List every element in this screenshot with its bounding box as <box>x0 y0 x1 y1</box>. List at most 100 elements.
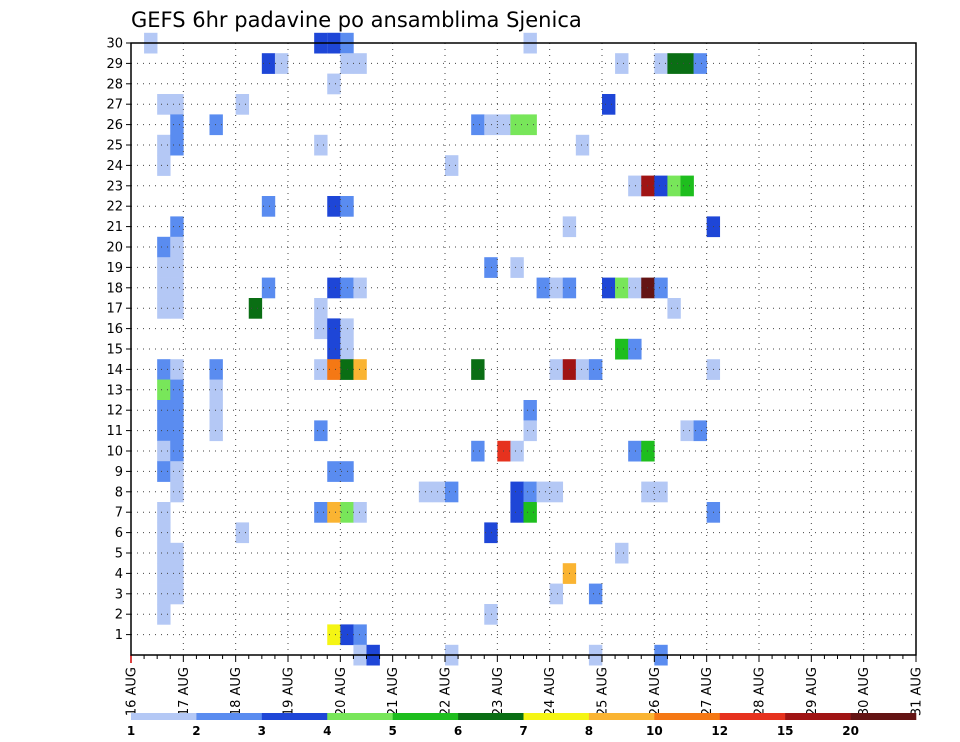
y-tick-label: 28 <box>106 77 123 92</box>
heatmap-cell <box>628 338 642 360</box>
heatmap-cell <box>157 257 171 278</box>
heatmap-cell <box>484 257 498 278</box>
heatmap-cell <box>157 379 171 401</box>
heatmap-cell <box>209 379 223 401</box>
heatmap-cell <box>588 359 603 380</box>
heatmap-cell <box>261 277 276 299</box>
colorbar-segment <box>850 713 917 720</box>
heatmap-cell <box>170 257 184 278</box>
heatmap-cell <box>353 277 367 299</box>
y-tick-label: 16 <box>106 322 123 337</box>
heatmap-cell <box>431 481 446 503</box>
heatmap-cell <box>327 338 341 360</box>
heatmap-cell <box>575 359 590 380</box>
heatmap-cell <box>209 420 223 442</box>
colorbar-tick-label: 10 <box>646 724 663 738</box>
x-tick-label: 22 AUG <box>439 667 454 716</box>
x-tick-label: 19 AUG <box>282 667 297 716</box>
colorbar-segment <box>654 713 721 720</box>
y-tick-label: 29 <box>106 57 123 72</box>
heatmap-cell <box>615 277 629 299</box>
heatmap-cell <box>615 53 629 74</box>
heatmap-cell <box>235 94 250 115</box>
heatmap-cells <box>144 32 721 666</box>
colorbar-tick-label: 3 <box>258 724 266 738</box>
y-tick-label: 7 <box>115 506 123 521</box>
heatmap-cell <box>353 624 367 646</box>
colorbar-segment <box>458 713 524 720</box>
colorbar-segment <box>785 713 851 720</box>
heatmap-cell <box>693 420 707 442</box>
heatmap-cell <box>235 522 250 544</box>
y-tick-label: 30 <box>106 37 123 52</box>
heatmap-cell <box>549 359 564 380</box>
heatmap-cell <box>248 298 263 319</box>
heatmap-cell <box>327 502 341 523</box>
heatmap-cell <box>497 440 511 462</box>
heatmap-cell <box>157 155 171 176</box>
heatmap-cell <box>157 461 171 482</box>
x-tick-label: 28 AUG <box>753 667 768 716</box>
y-tick-label: 8 <box>115 485 123 500</box>
heatmap-cell <box>588 583 603 605</box>
heatmap-cell <box>549 481 564 503</box>
heatmap-cell <box>157 522 171 544</box>
x-tick-label: 30 AUG <box>857 667 872 716</box>
heatmap-cell <box>549 277 564 299</box>
heatmap-cell <box>157 604 171 625</box>
heatmap-cell <box>615 338 629 360</box>
y-tick-label: 12 <box>106 404 123 419</box>
y-tick-label: 25 <box>106 139 123 154</box>
colorbar-segment <box>523 713 590 720</box>
colorbar-segment <box>261 713 328 720</box>
heatmap-cell <box>497 114 511 136</box>
grid-lines <box>131 42 916 655</box>
colorbar-tick-label: 8 <box>585 724 593 738</box>
heatmap-cell <box>209 400 223 421</box>
colorbar-tick-label: 7 <box>519 724 527 738</box>
heatmap-cell <box>314 134 328 156</box>
heatmap-cell <box>353 502 367 523</box>
heatmap-cell <box>445 155 459 176</box>
heatmap-cell <box>667 175 681 197</box>
x-tick-label: 20 AUG <box>334 667 349 716</box>
x-axis: 16 AUG 17 AUG 18 AUG 19 AUG 20 AUG 21 AUG 22 A… <box>125 655 925 716</box>
heatmap-cell <box>327 624 341 646</box>
colorbar-tick-label: 15 <box>777 724 794 738</box>
y-axis: 1234567891011121314151617181920212223242… <box>106 37 131 643</box>
x-tick-label: 18 AUG <box>229 667 244 716</box>
colorbar-segment <box>719 713 786 720</box>
heatmap-cell <box>261 53 276 74</box>
heatmap-cell <box>602 277 616 299</box>
heatmap-cell <box>484 522 498 544</box>
heatmap-cell <box>314 359 328 380</box>
heatmap-cell <box>170 420 184 442</box>
heatmap-cell <box>170 114 184 136</box>
heatmap-cell <box>157 502 171 523</box>
colorbar-tick-label: 2 <box>192 724 200 738</box>
y-tick-label: 5 <box>115 547 123 562</box>
x-tick-label: 29 AUG <box>805 667 820 716</box>
heatmap-cell <box>536 277 550 299</box>
heatmap-cell <box>602 94 616 115</box>
heatmap-cell <box>327 196 341 217</box>
heatmap-cell <box>157 563 171 584</box>
heatmap-cell <box>693 53 707 74</box>
heatmap-cell <box>510 502 524 523</box>
x-tick-label: 27 AUG <box>700 667 715 716</box>
heatmap-cell <box>157 236 171 258</box>
heatmap-cell <box>484 604 498 625</box>
colorbar-tick-label: 6 <box>454 724 462 738</box>
x-tick-label: 25 AUG <box>596 667 611 716</box>
heatmap-cell <box>510 257 524 278</box>
heatmap-cell <box>327 359 341 380</box>
heatmap-cell <box>314 502 328 523</box>
y-tick-label: 14 <box>106 363 123 378</box>
colorbar-tick-label: 12 <box>711 724 728 738</box>
plot-frame <box>130 42 917 656</box>
heatmap-cell <box>575 134 590 156</box>
heatmap-cell <box>654 277 668 299</box>
heatmap-cell <box>536 481 550 503</box>
y-tick-label: 4 <box>115 567 123 582</box>
heatmap-cell <box>261 196 276 217</box>
